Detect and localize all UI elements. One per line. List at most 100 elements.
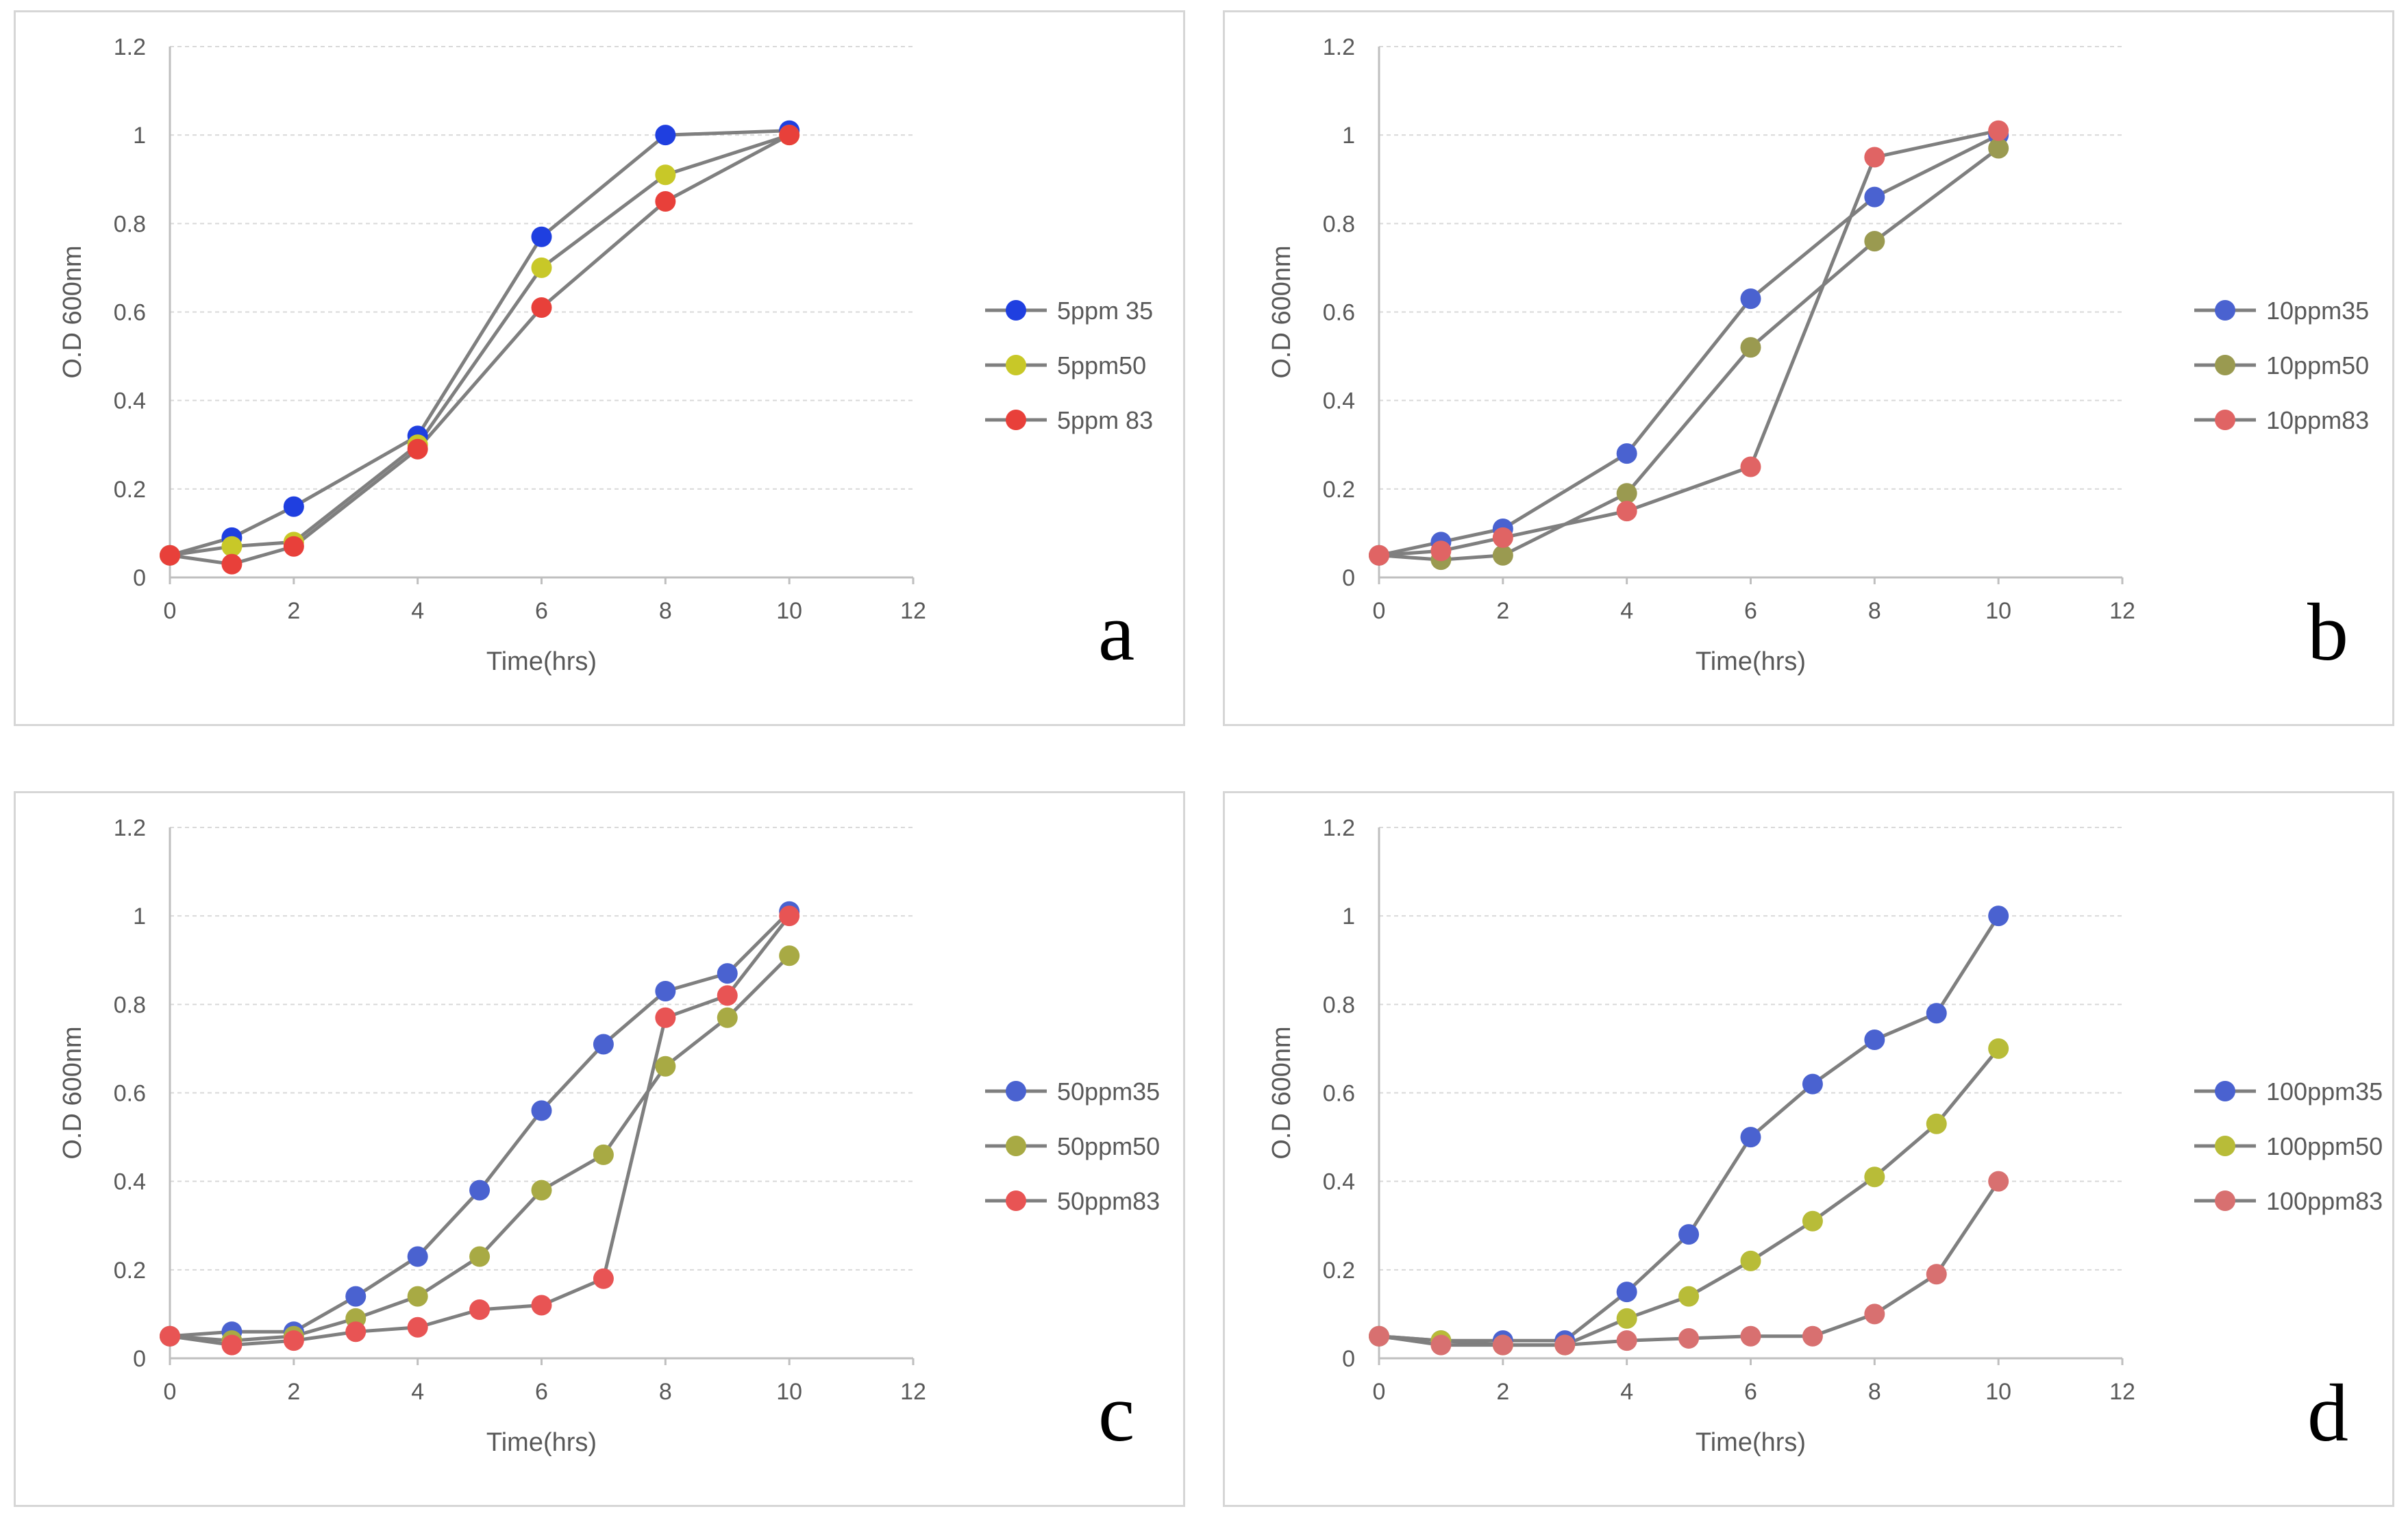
x-tick-label: 10 [1985,598,2011,624]
data-point-50ppm35 [655,980,676,1001]
y-tick-label: 1.2 [114,34,146,60]
data-point-50ppm83 [469,1299,491,1320]
legend-item-10ppm35: 10ppm35 [2194,297,2369,325]
y-tick-label: 1.2 [1323,815,1355,841]
x-tick-label: 12 [900,1379,926,1405]
legend-item-100ppm50: 100ppm50 [2194,1132,2383,1160]
y-axis-title: O.D 600nm [1267,245,1296,378]
y-tick-label: 0.4 [1323,1169,1355,1195]
chart-svg-a: 0 0.2 0.4 0.6 0.8 1 1.2 0 2 4 6 8 10 12 Time(hrs) O.D 6… [58,34,1153,677]
data-point-5ppm-83 [779,125,800,146]
data-point-5ppm50 [221,536,243,557]
data-point-50ppm50 [717,1007,738,1028]
data-point-50ppm83 [283,1330,304,1351]
data-point-50ppm35 [531,1100,552,1121]
legend-swatch-marker [1006,1190,1026,1211]
y-tick-label: 0.8 [114,211,146,237]
legend-swatch-marker [1006,1136,1026,1156]
series-line-50ppm35 [169,910,791,1338]
legend-label: 50ppm35 [1057,1077,1160,1106]
data-point-50ppm35 [593,1034,614,1055]
data-point-100ppm83 [1802,1325,1823,1347]
data-point-10ppm83 [1616,501,1637,522]
legend-item-50ppm50: 50ppm50 [985,1132,1160,1160]
panel-letter: b [2307,586,2348,677]
y-tick-label: 0 [1342,565,1355,591]
legend-swatch-marker [1006,1081,1026,1101]
data-point-100ppm35 [1988,906,2009,927]
data-point-100ppm50 [1864,1167,1885,1188]
x-tick-label: 0 [1373,598,1386,624]
data-point-50ppm83 [160,1325,180,1347]
data-point-5ppm-83 [160,545,180,566]
x-tick-label: 2 [1496,1379,1509,1405]
data-point-10ppm83 [1740,456,1761,477]
data-point-50ppm83 [655,1007,676,1028]
y-tick-label: 0.2 [114,1258,146,1284]
data-point-10ppm50 [1492,545,1513,566]
data-point-50ppm50 [655,1056,676,1077]
data-point-100ppm35 [1616,1282,1637,1303]
data-point-50ppm35 [469,1180,491,1201]
legend-item-5ppm-83: 5ppm 83 [985,406,1153,434]
data-point-10ppm83 [1988,120,2009,141]
y-tick-label: 1 [1342,123,1355,149]
data-point-5ppm-35 [531,226,552,247]
data-point-50ppm83 [221,1334,243,1356]
data-point-100ppm83 [1369,1325,1389,1347]
legend-swatch-marker [2215,1136,2235,1156]
data-point-5ppm-83 [531,297,552,319]
legend-swatch-marker [2215,1081,2235,1101]
data-point-10ppm50 [1988,138,2009,159]
data-point-10ppm83 [1369,545,1389,566]
legend-swatch-marker [2215,410,2235,430]
data-point-100ppm50 [1988,1038,2009,1059]
data-point-50ppm35 [345,1286,367,1307]
y-tick-label: 0.2 [114,477,146,503]
x-tick-label: 8 [659,598,672,624]
series-line-5ppm-35 [169,129,790,558]
x-tick-label: 4 [411,598,424,624]
x-axis-title: Time(hrs) [486,1428,597,1457]
y-axis-title: O.D 600nm [58,1026,87,1159]
data-point-5ppm-83 [221,553,243,575]
legend-label: 100ppm83 [2266,1187,2383,1215]
data-point-100ppm35 [1864,1030,1885,1050]
data-point-10ppm35 [1616,443,1637,464]
series-line-10ppm83 [1378,129,1999,558]
series-line-10ppm50 [1378,147,2000,562]
y-tick-label: 0.6 [114,300,146,326]
x-axis-title: Time(hrs) [486,647,597,676]
data-point-100ppm83 [1616,1330,1637,1351]
data-point-100ppm83 [1864,1303,1885,1325]
data-point-100ppm83 [1430,1334,1452,1356]
x-tick-label: 0 [164,598,177,624]
data-point-10ppm50 [1616,483,1637,504]
data-point-10ppm50 [1740,337,1761,358]
y-tick-label: 0.8 [1323,992,1355,1018]
legend-label: 100ppm35 [2266,1077,2383,1106]
chart-panel-d: 0 0.2 0.4 0.6 0.8 1 1.2 0 2 4 6 8 10 12 Time(hrs) O.D 6… [1223,791,2394,1507]
data-point-100ppm83 [1554,1334,1576,1356]
series-line-50ppm50 [169,954,791,1343]
legend-item-10ppm83: 10ppm83 [2194,406,2369,434]
data-point-5ppm-35 [283,496,304,517]
x-tick-label: 6 [535,598,548,624]
x-axis-title: Time(hrs) [1696,1428,1806,1457]
legend-label: 10ppm35 [2266,297,2369,325]
data-point-5ppm-35 [655,125,676,146]
y-tick-label: 0.8 [114,992,146,1018]
data-point-100ppm83 [1740,1325,1761,1347]
x-tick-label: 2 [287,598,300,624]
x-tick-label: 8 [1868,1379,1881,1405]
y-tick-label: 0 [1342,1346,1355,1372]
series-line-100ppm35 [1378,914,2000,1343]
x-tick-label: 6 [1744,1379,1757,1405]
x-tick-label: 8 [1868,598,1881,624]
series-line-50ppm83 [169,914,791,1347]
data-point-10ppm35 [1740,288,1761,310]
y-tick-label: 1.2 [1323,34,1355,60]
legend-label: 5ppm 83 [1057,406,1153,434]
panel-letter: d [2307,1367,2348,1458]
data-point-5ppm-83 [283,536,304,557]
